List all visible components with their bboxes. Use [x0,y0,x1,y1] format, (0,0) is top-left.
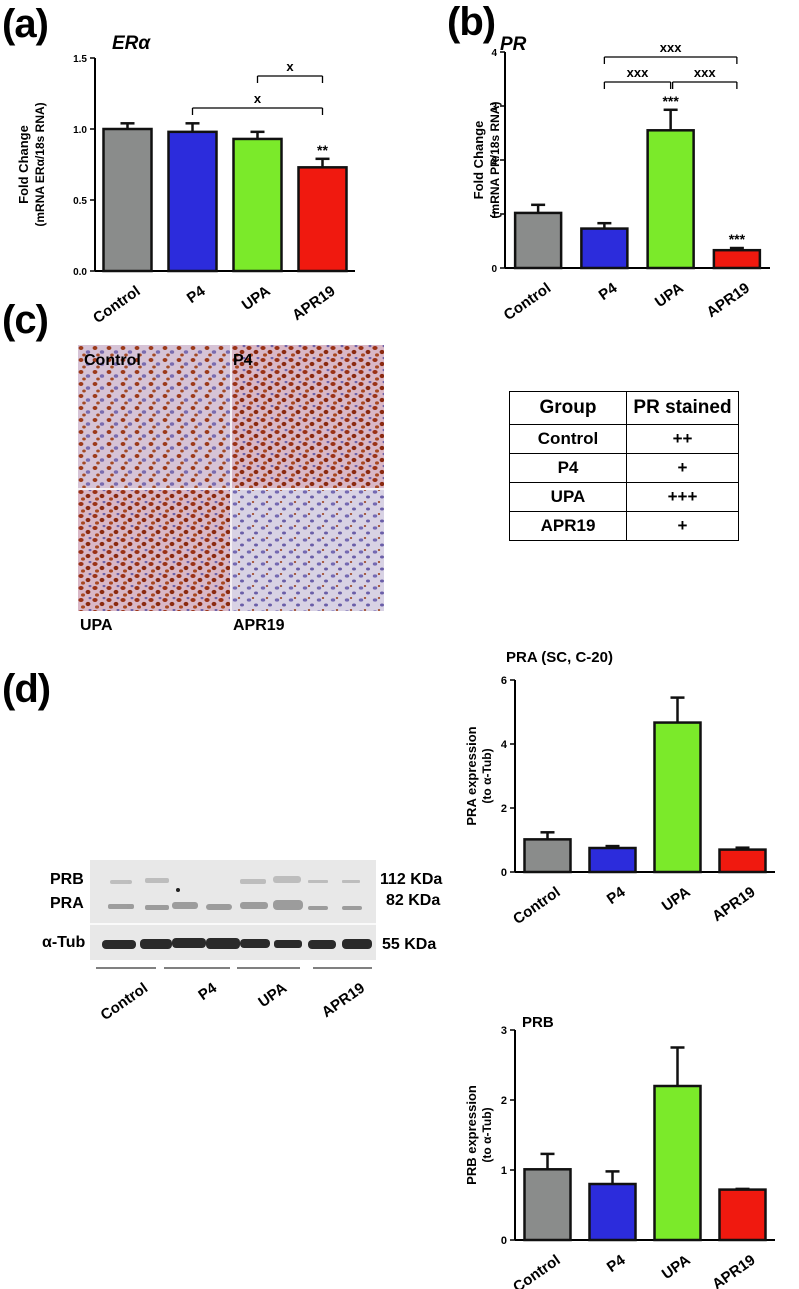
y-axis-label: (to α-Tub) [480,748,494,803]
y-tick-label: 2 [491,156,497,167]
ihc-micrograph-image [78,345,384,611]
y-tick-label: 0.5 [73,196,87,207]
y-axis-label: (mRNA PR/18s RNA) [488,102,502,219]
y-tick-label: 2 [501,1095,507,1107]
bracket-label: x [286,59,294,74]
bar-p4 [167,130,218,273]
y-tick-label: 3 [501,1025,507,1037]
significance-annotation: ** [317,142,328,158]
table-row: P4 + [509,453,739,483]
table-cell-group: UPA [509,482,627,512]
panel-letter-a: (a) [2,2,49,46]
bar-apr19 [297,166,348,273]
micrograph-label-apr19: APR19 [233,617,285,634]
y-tick-label: 1.0 [73,125,87,136]
bar-upa [232,137,283,273]
bracket-label: xxx [694,65,716,80]
western-blot-image [90,860,376,960]
y-tick-label: 6 [501,675,507,687]
bracket-label: xxx [660,40,682,55]
chart-title: PRA (SC, C-20) [506,649,613,666]
table-row: UPA +++ [509,482,739,512]
blot-label-tub: α-Tub [42,934,86,951]
blot-group-labels: Control P4 UPA APR19 [96,967,372,1024]
bar-upa [653,721,702,874]
bar-upa [646,129,695,270]
y-tick-label: 1.5 [73,54,87,65]
pr-stained-table: Group PR stained Control ++ P4 + UPA +++… [509,391,739,541]
table-cell-score: + [626,453,739,483]
y-axis-label: PRB expression [464,1085,479,1185]
table-header-group: Group [509,391,627,425]
x-tick-label-upa: UPA [659,1251,694,1283]
y-axis-label: Fold Change [16,125,31,204]
y-tick-label: 4 [501,739,508,751]
y-axis-label: (mRNA ERα/18s RNA) [33,102,47,226]
chart-title: ERα [112,33,151,54]
bar-p4 [588,1182,637,1242]
x-tick-label-p4: P4 [604,1251,629,1276]
y-tick-label: 1 [501,1165,507,1177]
panel-letter-d: (d) [2,667,51,711]
table-row: APR19 + [509,511,739,541]
y-tick-label: 0.0 [73,267,87,278]
table-cell-score: +++ [626,482,739,512]
y-axis-label: (to α-Tub) [480,1107,494,1162]
chart-title: PRB [522,1014,554,1031]
blot-label-82kda: 82 KDa [386,892,441,909]
western-blot-bands [90,860,376,960]
bar-control [523,1168,572,1242]
y-tick-label: 0 [491,264,497,275]
panel-letter-c: (c) [2,298,49,342]
table-cell-group: APR19 [509,511,627,541]
blot-label-112kda: 112 KDa [380,871,443,888]
blot-label-55kda: 55 KDa [382,936,437,953]
y-axis-label: Fold Change [471,121,486,200]
bar-upa [653,1084,702,1242]
blot-label-prb: PRB [50,871,84,888]
y-tick-label: 4 [491,48,497,59]
significance-annotation: *** [662,93,679,109]
micrograph-label-control: Control [84,352,141,369]
chart-title: PR [500,34,527,55]
ihc-micrograph-grid [78,345,384,611]
y-tick-label: 1 [491,210,497,221]
x-tick-label-apr19: APR19 [709,1252,758,1289]
y-tick-label: 3 [491,102,497,113]
y-tick-label: 0 [501,867,507,879]
y-tick-label: 0 [501,1235,507,1247]
micrograph-label-p4: P4 [233,352,253,369]
panel-letter-b: (b) [447,0,496,44]
y-tick-label: 2 [501,803,507,815]
y-axis-label: PRA expression [464,726,479,825]
table-cell-group: P4 [509,453,627,483]
table-cell-score: + [626,511,739,541]
bracket-label: x [254,91,262,106]
blot-label-pra: PRA [50,895,84,912]
bracket-label: xxx [627,65,649,80]
significance-annotation: *** [729,231,746,247]
bar-apr19 [718,1188,767,1242]
micrograph-label-upa: UPA [80,617,113,634]
x-tick-label-control: Control [510,1252,563,1289]
